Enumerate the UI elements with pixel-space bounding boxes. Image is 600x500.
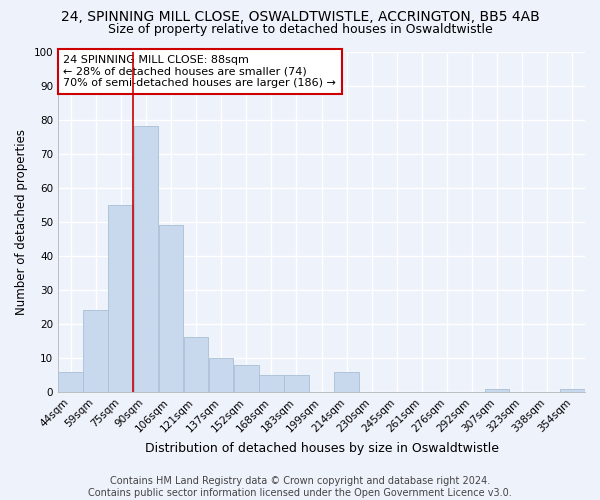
Bar [334, 372, 359, 392]
Bar [485, 388, 509, 392]
Bar [234, 364, 259, 392]
Bar [83, 310, 108, 392]
Bar [209, 358, 233, 392]
Text: Size of property relative to detached houses in Oswaldtwistle: Size of property relative to detached ho… [107, 22, 493, 36]
Bar [134, 126, 158, 392]
Text: 24 SPINNING MILL CLOSE: 88sqm
← 28% of detached houses are smaller (74)
70% of s: 24 SPINNING MILL CLOSE: 88sqm ← 28% of d… [64, 55, 336, 88]
Bar [109, 204, 133, 392]
Bar [259, 375, 284, 392]
Bar [58, 372, 83, 392]
Bar [284, 375, 309, 392]
Bar [158, 225, 183, 392]
Text: 24, SPINNING MILL CLOSE, OSWALDTWISTLE, ACCRINGTON, BB5 4AB: 24, SPINNING MILL CLOSE, OSWALDTWISTLE, … [61, 10, 539, 24]
Bar [560, 388, 585, 392]
Text: Contains HM Land Registry data © Crown copyright and database right 2024.
Contai: Contains HM Land Registry data © Crown c… [88, 476, 512, 498]
Y-axis label: Number of detached properties: Number of detached properties [15, 128, 28, 314]
Bar [184, 338, 208, 392]
X-axis label: Distribution of detached houses by size in Oswaldtwistle: Distribution of detached houses by size … [145, 442, 499, 455]
